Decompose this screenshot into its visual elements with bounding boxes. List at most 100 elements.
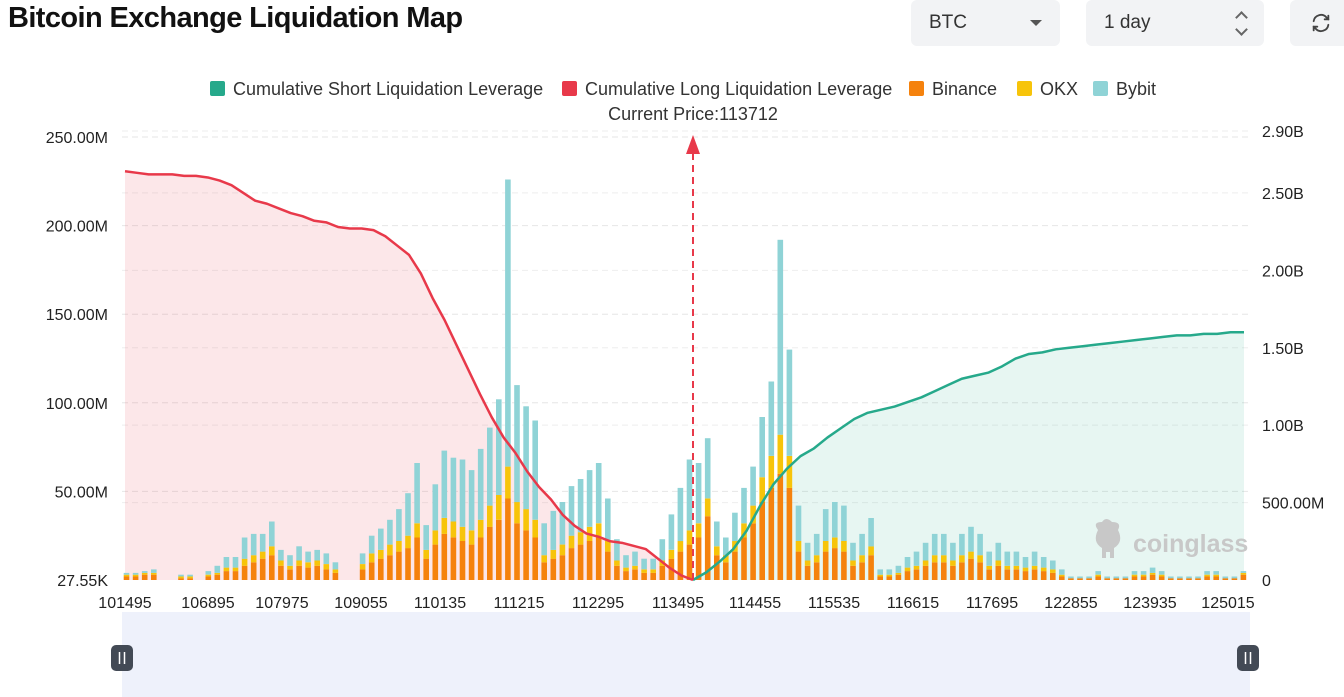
- x-tick-label: 122855: [1044, 595, 1097, 612]
- okx-bar: [686, 530, 693, 545]
- okx-bar: [459, 526, 466, 541]
- binance-bar: [623, 571, 629, 580]
- bybit-bar: [559, 502, 566, 545]
- binance-bar: [359, 569, 366, 580]
- binance-bar: [877, 576, 883, 580]
- bybit-bar: [141, 571, 148, 573]
- binance-bar: [777, 473, 784, 580]
- coin-select[interactable]: BTC: [911, 0, 1060, 46]
- bybit-bar: [378, 528, 384, 550]
- bybit-bar: [1068, 576, 1074, 579]
- x-tick-label: 101495: [98, 595, 151, 612]
- okx-bar: [886, 574, 893, 577]
- bybit-bar: [995, 542, 1002, 561]
- okx-bar: [632, 565, 638, 570]
- binance-bar: [950, 565, 956, 580]
- bybit-bar: [904, 557, 911, 568]
- okx-bar: [477, 519, 484, 538]
- binance-bar: [850, 565, 856, 580]
- okx-bar: [296, 560, 302, 566]
- binance-bar: [832, 548, 838, 580]
- okx-bar: [368, 553, 375, 563]
- bybit-bar: [959, 533, 965, 556]
- bybit-bar: [432, 484, 439, 531]
- okx-bar: [1131, 574, 1138, 577]
- bybit-bar: [523, 406, 529, 510]
- legend-item-label[interactable]: OKX: [1040, 79, 1078, 99]
- bybit-bar: [487, 427, 493, 506]
- legend-item-label[interactable]: Binance: [932, 79, 997, 99]
- period-select[interactable]: 1 day: [1086, 0, 1264, 46]
- bybit-bar: [677, 487, 684, 542]
- bybit-bar: [332, 562, 339, 570]
- x-tick-label: 110135: [414, 595, 466, 612]
- coinglass-watermark: coinglass: [1095, 519, 1248, 558]
- bybit-bar: [223, 557, 230, 568]
- bybit-bar: [586, 470, 593, 527]
- okx-bar: [178, 576, 184, 579]
- okx-bar: [423, 549, 429, 559]
- x-tick-label: 106895: [181, 595, 234, 612]
- binance-bar: [541, 562, 547, 580]
- bybit-bar: [795, 505, 802, 541]
- binance-bar: [686, 544, 693, 580]
- binance-bar: [977, 562, 983, 580]
- okx-bar: [232, 567, 239, 572]
- refresh-button[interactable]: [1290, 0, 1344, 46]
- okx-bar: [559, 544, 566, 556]
- bybit-bar: [1168, 576, 1174, 579]
- binance-bar: [813, 562, 820, 580]
- binance-bar: [450, 537, 457, 580]
- bybit-bar: [1113, 576, 1120, 579]
- bybit-bar: [1140, 571, 1147, 575]
- binance-bar: [804, 565, 811, 580]
- binance-bar: [323, 569, 330, 580]
- bybit-bar: [205, 571, 212, 575]
- x-tick-label: 125015: [1201, 595, 1254, 612]
- bybit-bar: [577, 479, 584, 533]
- okx-bar: [1031, 565, 1038, 570]
- legend-item-label[interactable]: Cumulative Short Liquidation Leverage: [233, 79, 543, 99]
- binance-bar: [123, 576, 130, 580]
- legend-item-label[interactable]: Bybit: [1116, 79, 1156, 99]
- slider-right-handle[interactable]: [1237, 645, 1259, 671]
- binance-bar: [986, 569, 992, 580]
- bybit-bar: [1213, 571, 1219, 575]
- okx-bar: [259, 551, 266, 559]
- bybit-bar: [1158, 571, 1165, 575]
- bybit-bar: [514, 385, 520, 503]
- x-tick-label: 114455: [729, 595, 781, 612]
- okx-bar: [750, 505, 756, 524]
- bybit-bar: [777, 239, 784, 435]
- slider-left-handle[interactable]: [111, 645, 133, 671]
- y-right-tick-label: 1.00B: [1262, 418, 1304, 435]
- binance-bar: [704, 516, 711, 580]
- okx-bar: [623, 567, 629, 572]
- bybit-bar: [986, 551, 992, 566]
- legend-item-label[interactable]: Cumulative Long Liquidation Leverage: [585, 79, 892, 99]
- binance-bar: [1013, 569, 1020, 580]
- binance-bar: [841, 551, 847, 580]
- zoom-slider-track[interactable]: [122, 612, 1250, 697]
- okx-bar: [396, 541, 402, 552]
- bybit-bar: [269, 521, 275, 547]
- okx-bar: [868, 546, 874, 556]
- binance-bar: [723, 562, 729, 580]
- bybit-bar: [695, 463, 702, 524]
- okx-bar: [241, 558, 248, 566]
- binance-bar: [641, 572, 647, 580]
- okx-bar: [1240, 572, 1247, 575]
- bybit-bar: [813, 533, 820, 556]
- bybit-bar: [922, 542, 929, 561]
- bybit-bar: [323, 553, 330, 564]
- binance-bar: [387, 555, 393, 580]
- y-left-tick-label: 100.00M: [46, 396, 108, 413]
- y-left-tick-label: 150.00M: [46, 307, 108, 324]
- binance-bar: [496, 519, 502, 580]
- binance-bar: [250, 562, 257, 580]
- binance-bar: [1059, 576, 1065, 580]
- binance-bar: [423, 558, 429, 580]
- bybit-bar: [704, 438, 711, 499]
- okx-bar: [741, 523, 747, 538]
